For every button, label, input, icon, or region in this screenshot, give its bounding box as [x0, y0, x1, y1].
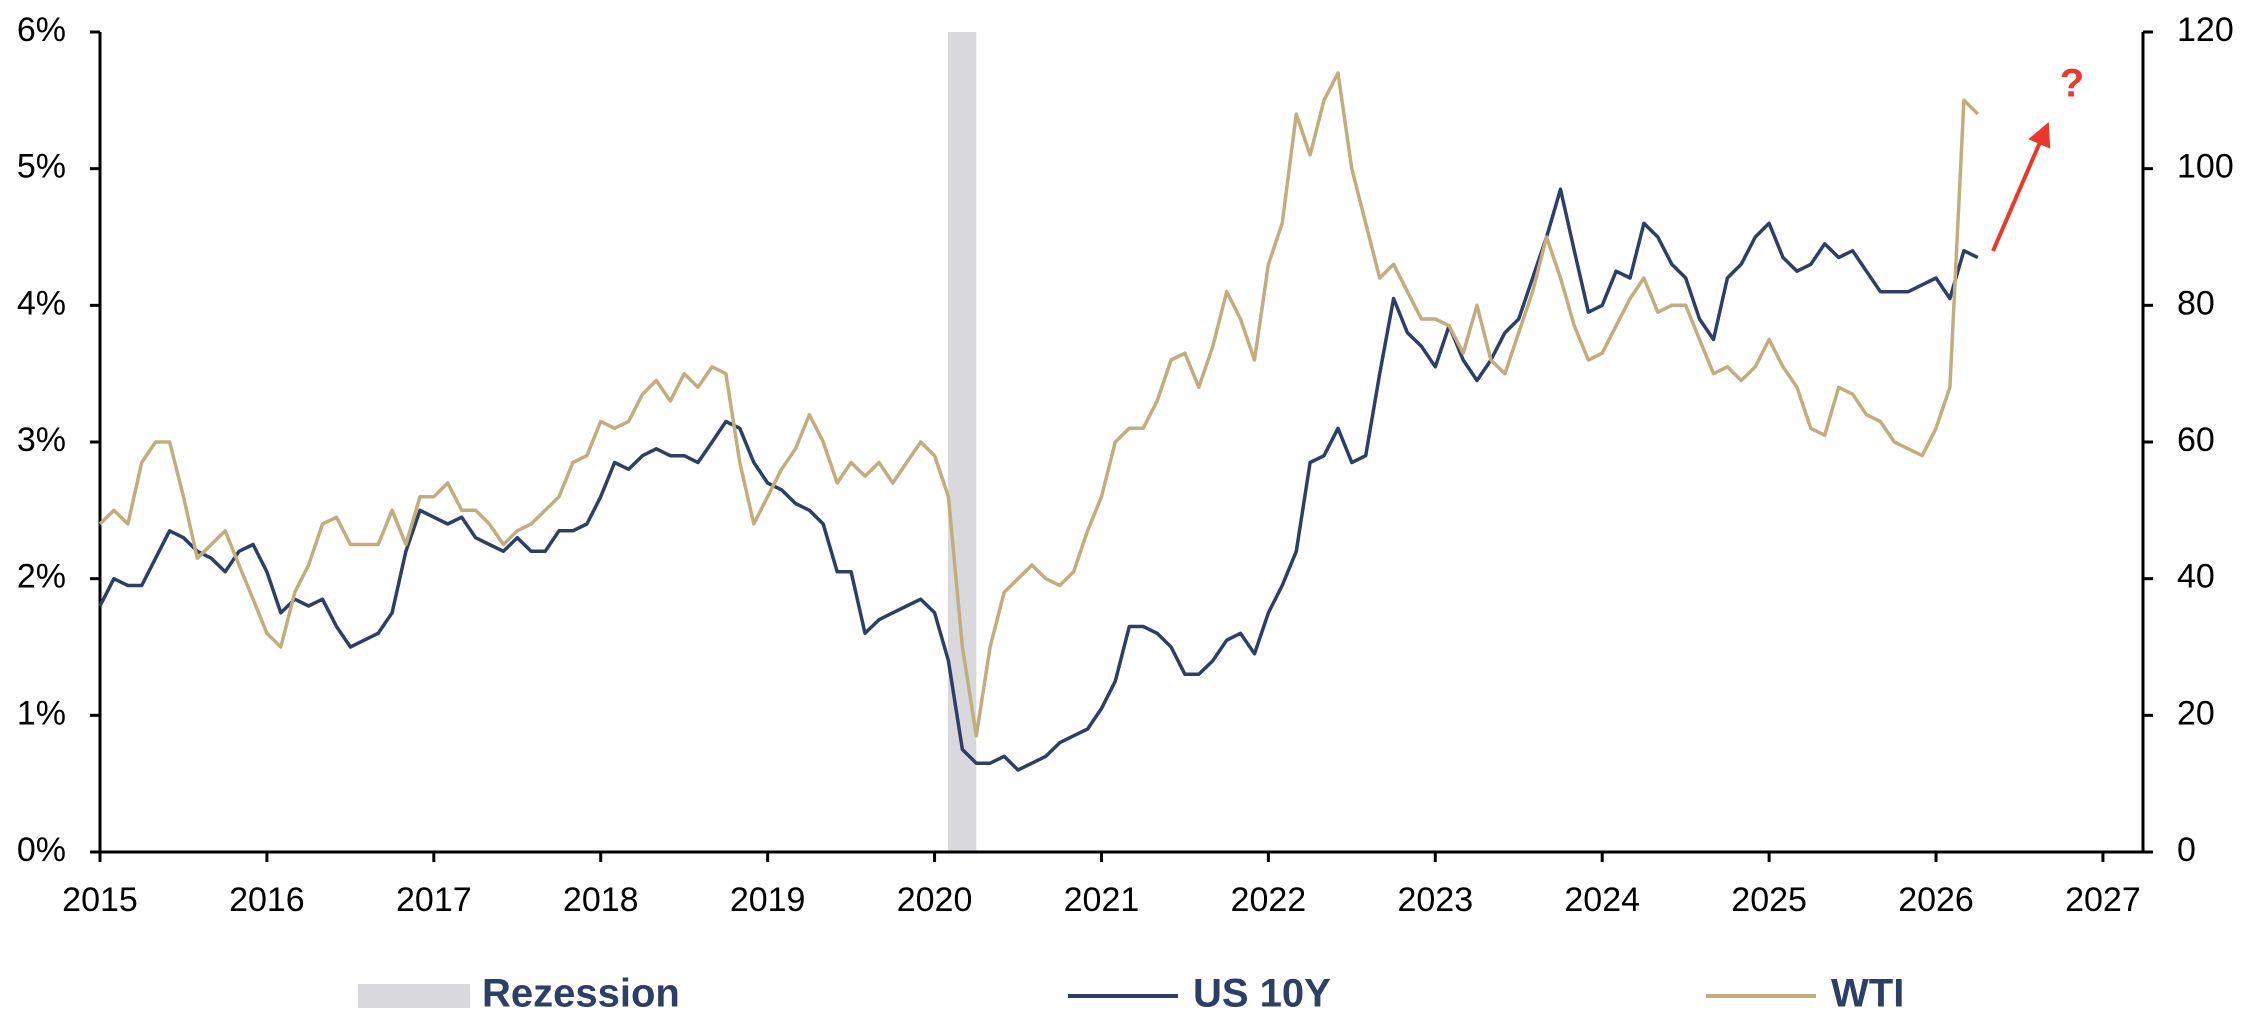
y-tick-label: 6%: [17, 11, 66, 49]
y-tick-label: 5%: [17, 148, 66, 186]
series-line: [98, 71, 1980, 738]
legend-label: Rezession: [482, 972, 680, 1016]
x-tick-label: 2027: [2065, 881, 2141, 919]
y-tick-label: 1%: [17, 694, 66, 732]
x-tick-label: 2023: [1397, 881, 1473, 919]
y-tick-label: 2%: [17, 558, 66, 596]
y2-tick-label: 20: [2177, 694, 2215, 732]
y2-tick-label: 40: [2177, 558, 2215, 596]
recession-band: [947, 32, 977, 852]
x-tick-label: 2019: [730, 881, 806, 919]
x-tick-label: 2015: [62, 881, 138, 919]
y2-tick-label: 0: [2177, 831, 2196, 869]
x-tick-label: 2020: [897, 881, 973, 919]
x-tick-label: 2016: [229, 881, 305, 919]
annotation: ?: [2060, 62, 2084, 106]
legend-label: US 10Y: [1193, 972, 1331, 1016]
y2-tick-label: 80: [2177, 284, 2215, 322]
x-tick-label: 2017: [396, 881, 472, 919]
y-tick-label: 4%: [17, 284, 66, 322]
annotation-arrow: [1991, 121, 2051, 252]
x-tick-label: 2021: [1064, 881, 1140, 919]
y-tick-label: 0%: [17, 831, 66, 869]
x-tick-label: 2022: [1231, 881, 1307, 919]
y2-tick-label: 100: [2177, 148, 2234, 186]
y2-tick-label: 60: [2177, 421, 2215, 459]
x-tick-label: 2024: [1564, 881, 1640, 919]
y-tick-label: 3%: [17, 421, 66, 459]
legend-label: WTI: [1831, 972, 1904, 1016]
legend-swatch: [358, 984, 470, 1008]
x-tick-label: 2018: [563, 881, 639, 919]
x-tick-label: 2026: [1898, 881, 1974, 919]
y2-tick-label: 120: [2177, 11, 2234, 49]
series-line: [98, 187, 1979, 772]
x-tick-label: 2025: [1731, 881, 1807, 919]
